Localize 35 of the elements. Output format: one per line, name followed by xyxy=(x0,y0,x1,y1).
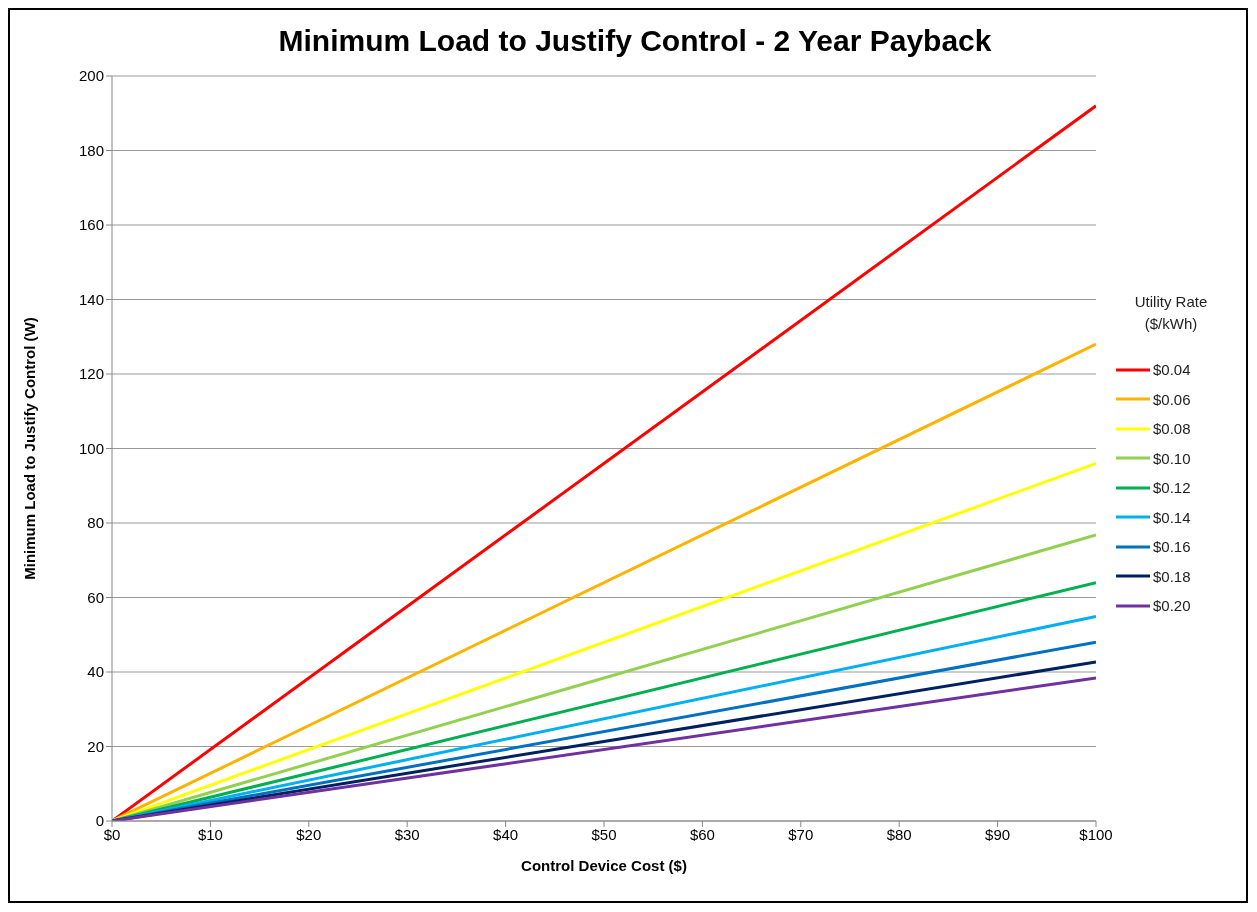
x-tick-label: $40 xyxy=(493,825,519,843)
y-tick-label: 120 xyxy=(78,365,104,383)
legend-label: $0.10 xyxy=(1153,449,1191,467)
x-tick-label: $10 xyxy=(197,825,223,843)
legend-label: $0.06 xyxy=(1153,390,1191,408)
legend-label: $0.16 xyxy=(1153,538,1191,555)
legend-label: $0.04 xyxy=(1153,361,1191,378)
x-tick-label: $70 xyxy=(788,825,814,843)
x-tick-label: $0 xyxy=(103,825,121,843)
legend-label: $0.18 xyxy=(1153,567,1191,585)
y-tick-label: 180 xyxy=(78,141,104,159)
chart-title: Minimum Load to Justify Control - 2 Year Payback xyxy=(277,24,993,58)
x-tick-label: $60 xyxy=(689,825,715,843)
x-tick-label: $100 xyxy=(1079,825,1113,843)
x-tick-label: $90 xyxy=(985,825,1011,843)
x-tick-label: $50 xyxy=(591,825,617,843)
x-tick-label: $30 xyxy=(394,825,420,843)
legend-label: $0.20 xyxy=(1153,597,1191,614)
x-tick-label: $20 xyxy=(296,825,322,843)
y-tick-label: 0 xyxy=(95,812,104,830)
y-tick-label: 160 xyxy=(78,216,104,234)
legend-label: $0.14 xyxy=(1153,508,1191,526)
y-tick-label: 60 xyxy=(87,588,104,606)
x-axis-title: Control Device Cost ($) xyxy=(521,857,687,874)
y-tick-label: 20 xyxy=(87,737,104,755)
y-tick-label: 100 xyxy=(78,439,104,457)
y-tick-label: 80 xyxy=(87,514,104,532)
legend-title: Utility Rate ($/kWh) xyxy=(1133,291,1209,334)
legend-label: $0.12 xyxy=(1153,479,1191,496)
y-tick-label: 40 xyxy=(87,663,104,681)
y-axis-title: Minimum Load to Justify Control (W) xyxy=(21,317,39,580)
y-tick-label: 140 xyxy=(78,290,104,308)
x-tick-label: $80 xyxy=(886,825,912,843)
legend-label: $0.08 xyxy=(1153,420,1191,437)
y-tick-label: 200 xyxy=(78,67,104,85)
